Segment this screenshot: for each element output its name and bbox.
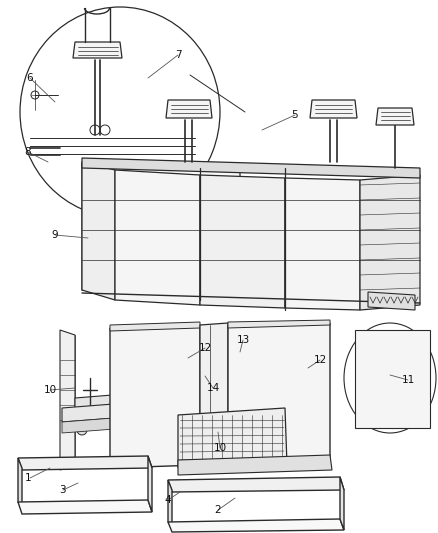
Circle shape — [77, 425, 87, 435]
Polygon shape — [110, 322, 200, 331]
Text: 10: 10 — [213, 443, 226, 453]
Polygon shape — [200, 323, 228, 465]
Text: 10: 10 — [43, 385, 57, 395]
Text: 5: 5 — [292, 110, 298, 120]
Circle shape — [194, 458, 202, 466]
Polygon shape — [228, 323, 330, 465]
Polygon shape — [75, 390, 178, 410]
Polygon shape — [18, 456, 152, 470]
Polygon shape — [18, 500, 152, 514]
Polygon shape — [376, 108, 414, 125]
Polygon shape — [360, 175, 420, 310]
Circle shape — [194, 446, 202, 454]
Polygon shape — [62, 414, 168, 433]
Text: 7: 7 — [175, 50, 181, 60]
Polygon shape — [310, 100, 357, 118]
Text: 14: 14 — [206, 383, 219, 393]
Text: 9: 9 — [52, 230, 58, 240]
Polygon shape — [60, 330, 75, 470]
Polygon shape — [148, 456, 152, 512]
Text: 12: 12 — [313, 355, 327, 365]
Polygon shape — [110, 325, 200, 468]
Bar — [362, 350, 380, 368]
Polygon shape — [168, 519, 344, 532]
Text: 4: 4 — [165, 495, 171, 505]
Polygon shape — [62, 400, 168, 422]
Wedge shape — [68, 400, 90, 422]
Polygon shape — [168, 480, 172, 525]
Text: 13: 13 — [237, 335, 250, 345]
Polygon shape — [18, 458, 22, 505]
Circle shape — [208, 458, 216, 466]
Circle shape — [208, 451, 216, 459]
Text: 1: 1 — [25, 473, 31, 483]
Polygon shape — [82, 162, 240, 300]
Circle shape — [91, 415, 101, 425]
Polygon shape — [115, 170, 200, 305]
Text: 3: 3 — [59, 485, 65, 495]
Polygon shape — [168, 477, 344, 492]
Polygon shape — [228, 320, 330, 328]
Polygon shape — [340, 477, 344, 530]
Text: 11: 11 — [401, 375, 415, 385]
Circle shape — [77, 410, 87, 420]
Circle shape — [222, 446, 230, 454]
Polygon shape — [355, 330, 430, 428]
Polygon shape — [82, 158, 420, 178]
Bar — [385, 350, 403, 368]
Polygon shape — [368, 292, 415, 310]
Polygon shape — [178, 455, 332, 475]
Polygon shape — [82, 162, 115, 300]
Text: 6: 6 — [27, 73, 33, 83]
Polygon shape — [166, 100, 212, 118]
Polygon shape — [200, 175, 285, 308]
Polygon shape — [178, 408, 287, 468]
Bar — [362, 385, 380, 403]
Polygon shape — [73, 42, 122, 58]
Text: 2: 2 — [215, 505, 221, 515]
Text: 12: 12 — [198, 343, 212, 353]
Polygon shape — [285, 178, 360, 310]
Bar — [385, 385, 403, 403]
Text: 8: 8 — [25, 147, 31, 157]
